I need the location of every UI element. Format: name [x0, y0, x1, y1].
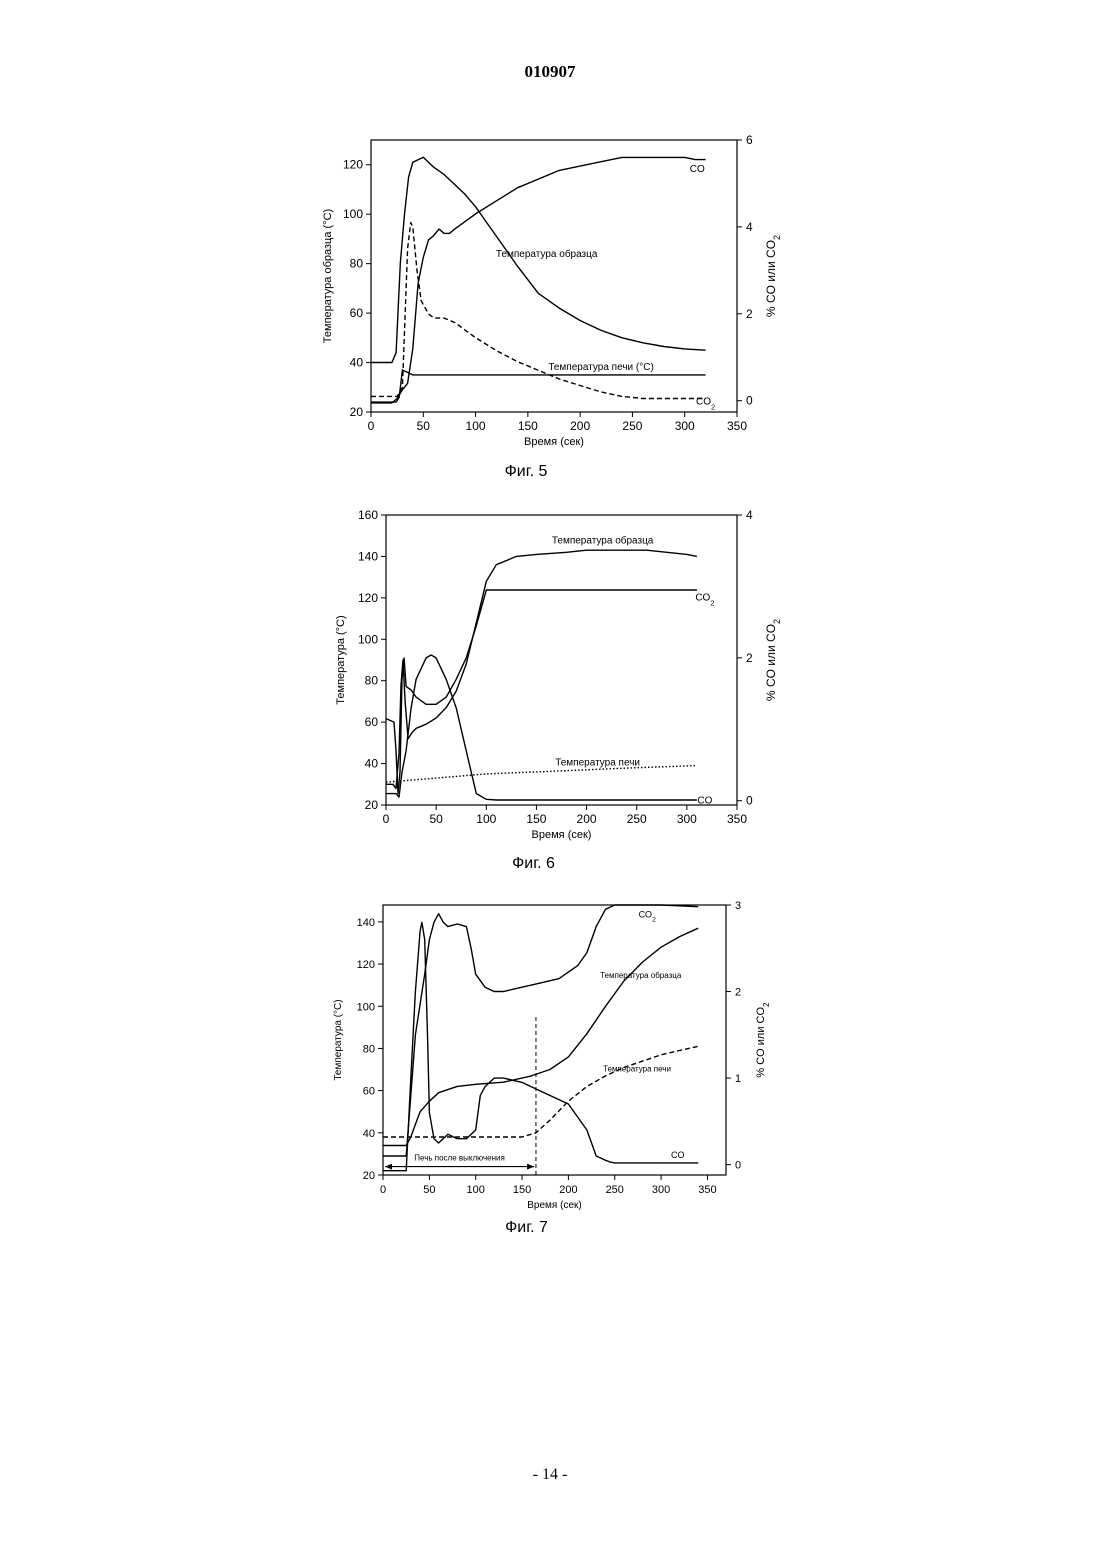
y-tick-label: 60: [350, 306, 364, 320]
y2-tick-label: 2: [746, 651, 753, 665]
y-axis-label: Температура образца (°C): [322, 209, 334, 343]
page-number: - 14 -: [0, 1466, 1100, 1484]
y-tick-label: 100: [358, 632, 378, 646]
y2-tick-label: 4: [746, 220, 753, 234]
series-annotation: Температура печи: [555, 757, 640, 768]
x-tick-label: 100: [476, 812, 496, 826]
figure-caption: Фиг. 5: [505, 463, 548, 480]
x-tick-label: 350: [727, 812, 747, 826]
y-tick-label: 120: [358, 591, 378, 605]
series-annotation: Температура образца: [552, 534, 654, 546]
y-axis-label: Температура (°C): [335, 615, 347, 704]
series-line-1: [386, 590, 697, 794]
series-annotation: Температура печи: [603, 1065, 671, 1074]
y2-axis-label: % CO или CO2: [755, 1002, 771, 1078]
series-line-1: [371, 157, 706, 403]
y-tick-label: 100: [357, 1001, 375, 1013]
y-tick-label: 40: [363, 1128, 375, 1140]
series-annotation: CO2: [639, 910, 657, 924]
series-line-2: [371, 370, 706, 402]
y-tick-label: 80: [365, 674, 379, 688]
series-annotation: CO: [697, 795, 712, 806]
y-tick-label: 140: [358, 549, 378, 563]
y2-tick-label: 6: [746, 133, 753, 147]
series-line-3: [386, 766, 697, 783]
x-axis-label: Время (сек): [524, 436, 584, 448]
figure-caption: Фиг. 7: [505, 1219, 548, 1236]
y2-tick-label: 0: [746, 394, 753, 408]
series-annotation: Температура печи (°C): [548, 362, 653, 373]
series-annotation: CO2: [696, 397, 715, 412]
arrow-head-right: [527, 1164, 534, 1170]
figure-7: 0 50 100 150 200 250 300 350 20 40 60 80 100 120 140 0 1…: [0, 890, 1100, 1250]
x-tick-label: 100: [467, 1184, 485, 1196]
y-tick-label: 40: [350, 356, 364, 370]
y2-tick-label: 2: [746, 307, 753, 321]
x-tick-label: 50: [423, 1184, 435, 1196]
y-tick-label: 120: [357, 959, 375, 971]
x-axis-label: Время (сек): [532, 829, 592, 841]
series-annotation: CO2: [695, 592, 714, 607]
y-tick-label: 80: [350, 257, 364, 271]
y2-axis-label: % CO или CO2: [764, 235, 782, 317]
figure-caption: Фиг. 6: [512, 855, 555, 872]
x-tick-label: 300: [675, 419, 695, 433]
y2-tick-label: 2: [735, 987, 741, 999]
figure-6: 0501001502002503003502040608010012014016…: [0, 500, 1100, 885]
figure-5: 0 50 100 150 200 250 300 350 20 40 60 80 100 120 0 2 4 6 В…: [0, 125, 1100, 490]
y-tick-label: 20: [363, 1170, 375, 1182]
x-tick-label: 300: [677, 812, 697, 826]
y2-axis-label: % CO или CO2: [764, 619, 782, 701]
series-line-0: [386, 550, 697, 788]
y-axis-label: Температура (°C): [333, 999, 344, 1080]
x-tick-label: 250: [606, 1184, 624, 1196]
y-tick-label: 40: [365, 757, 379, 771]
series-line-2: [383, 922, 698, 1170]
x-tick-label: 50: [429, 812, 443, 826]
document-number: 010907: [0, 62, 1100, 82]
plot-frame: [383, 905, 726, 1175]
range-arrow-label: Печь после выключения: [414, 1154, 505, 1163]
y2-tick-label: 3: [735, 900, 741, 912]
x-tick-label: 350: [727, 419, 747, 433]
x-tick-label: 100: [466, 419, 486, 433]
x-tick-label: 50: [417, 419, 431, 433]
x-tick-label: 200: [577, 812, 597, 826]
x-axis-label: Время (сек): [527, 1200, 581, 1211]
x-tick-label: 150: [513, 1184, 531, 1196]
chart-svg: 0 50 100 150 200 250 300 350 20 40 60 80 100 120 140 0 1…: [0, 890, 1100, 1245]
series-annotation: CO: [671, 1150, 685, 1160]
chart-svg: 0 50 100 150 200 250 300 350 20 40 60 80 100 120 0 2 4 6 В…: [0, 125, 1100, 485]
series-annotation: Температура образца: [600, 971, 682, 980]
y-tick-label: 20: [350, 405, 364, 419]
series-annotation: Температура образца: [496, 248, 598, 260]
x-tick-label: 0: [380, 1184, 386, 1196]
y-tick-label: 100: [343, 207, 363, 221]
x-tick-label: 0: [368, 419, 375, 433]
x-tick-label: 0: [383, 812, 390, 826]
chart-svg: 0501001502002503003502040608010012014016…: [0, 500, 1100, 880]
y-tick-label: 160: [358, 508, 378, 522]
y-tick-label: 120: [343, 158, 363, 172]
x-tick-label: 250: [627, 812, 647, 826]
y2-tick-label: 0: [746, 794, 753, 808]
y-tick-label: 20: [365, 798, 379, 812]
x-tick-label: 350: [698, 1184, 716, 1196]
series-annotation: CO: [690, 164, 705, 175]
x-tick-label: 150: [526, 812, 546, 826]
x-tick-label: 200: [559, 1184, 577, 1196]
y-tick-label: 140: [357, 917, 375, 929]
y2-tick-label: 4: [746, 508, 753, 522]
y-tick-label: 80: [363, 1043, 375, 1055]
y-tick-label: 60: [365, 715, 379, 729]
y2-tick-label: 0: [735, 1160, 741, 1172]
arrow-head-left: [385, 1164, 392, 1170]
x-tick-label: 250: [622, 419, 642, 433]
series-line-1: [383, 928, 698, 1145]
x-tick-label: 200: [570, 419, 590, 433]
y-tick-label: 60: [363, 1086, 375, 1098]
y2-tick-label: 1: [735, 1073, 741, 1085]
x-tick-label: 150: [518, 419, 538, 433]
x-tick-label: 300: [652, 1184, 670, 1196]
